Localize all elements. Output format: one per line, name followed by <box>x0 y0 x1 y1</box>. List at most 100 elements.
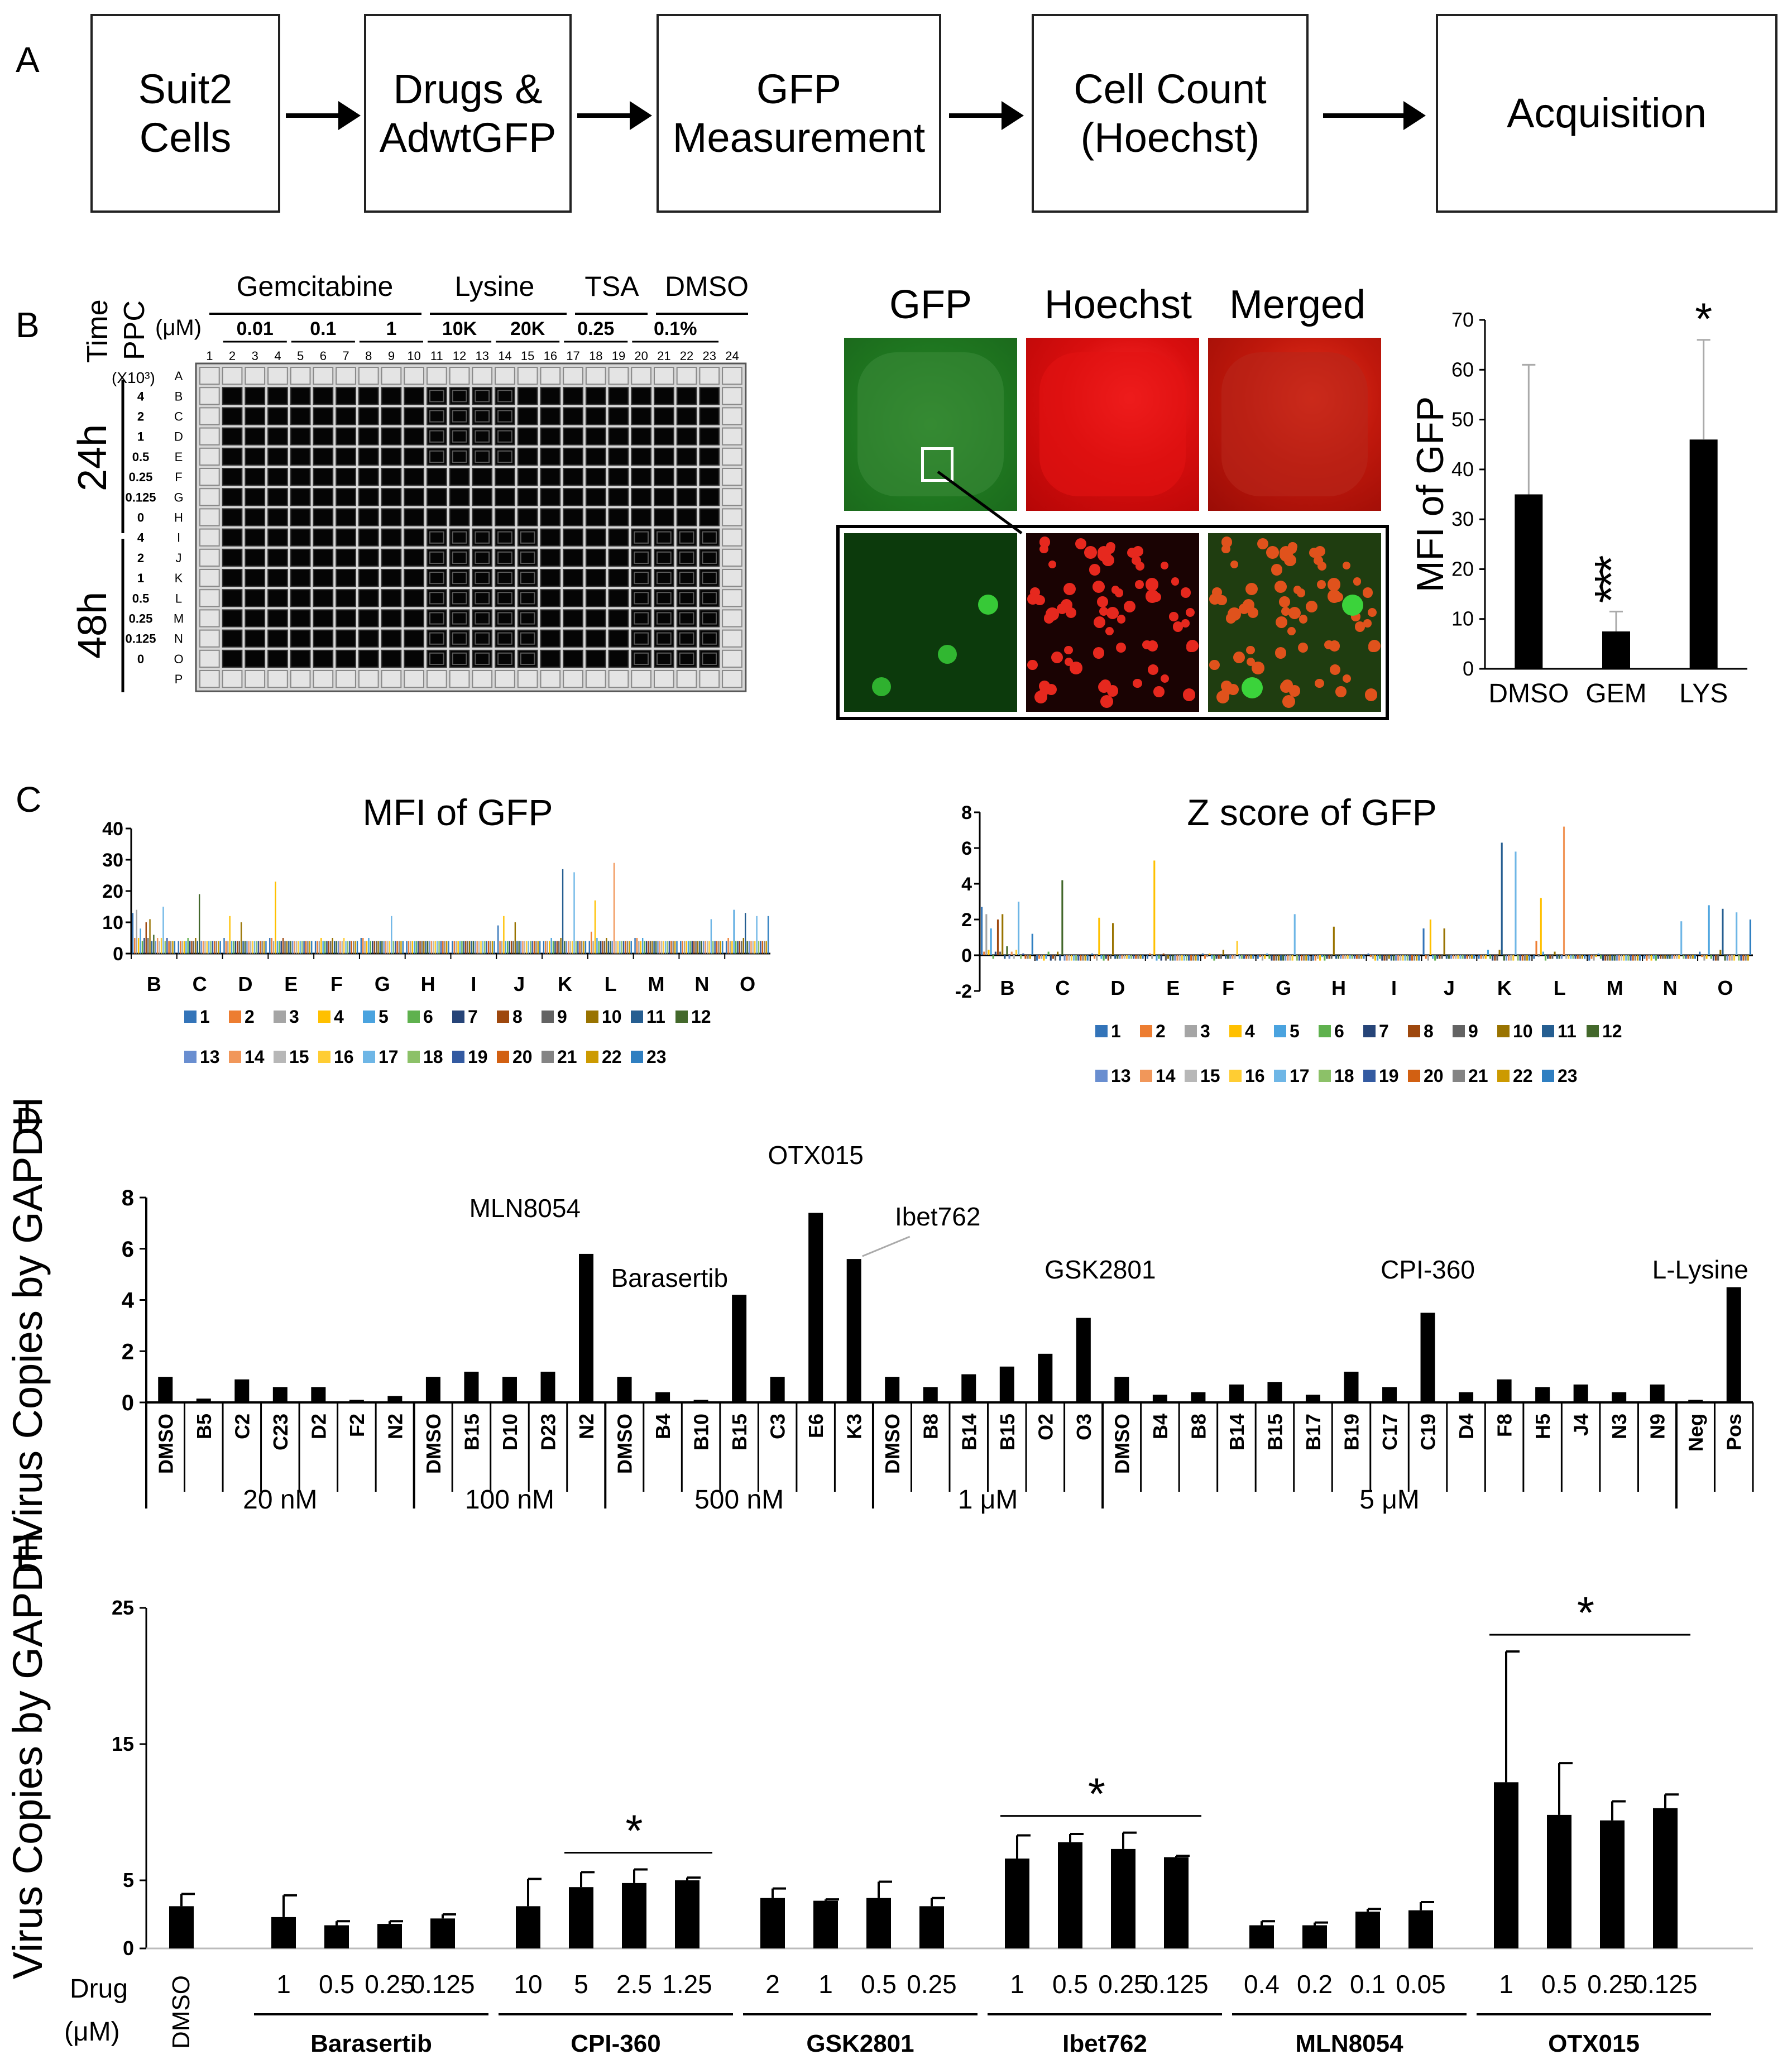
c-bar <box>240 922 242 954</box>
plate-well <box>517 387 538 405</box>
c-bar <box>1020 955 1022 959</box>
plate-well <box>358 548 379 567</box>
c-bar <box>360 938 362 954</box>
c-bar <box>659 941 661 954</box>
e-conc-label: 0.5 <box>319 1970 354 1999</box>
c-bar <box>333 941 336 954</box>
c-bar <box>1162 953 1165 955</box>
plate-well <box>427 670 447 688</box>
c-bar <box>1609 955 1611 961</box>
d-category-label: B14 <box>957 1414 980 1450</box>
c-bar <box>337 941 339 954</box>
e-y-tick-label: 0 <box>123 1937 134 1960</box>
d-category-label: Neg <box>1684 1414 1707 1452</box>
c-bar <box>619 941 621 954</box>
c-bar <box>1273 955 1275 961</box>
c-bar <box>613 863 615 954</box>
c-legend-swatch <box>1587 1025 1599 1037</box>
c-bar <box>1330 955 1333 959</box>
c-bar <box>1045 955 1047 959</box>
d-category-label: B19 <box>1340 1414 1363 1450</box>
c-bar <box>727 938 729 954</box>
e-y-axis-label: Virus Copies by GAPDH <box>4 1533 51 1980</box>
d-bar <box>464 1371 479 1402</box>
plate-well <box>290 367 311 385</box>
c-bar <box>366 941 368 954</box>
plate-well <box>404 387 424 405</box>
flow-box-drugs: Drugs & AdwtGFP <box>364 14 572 213</box>
c-bar <box>739 941 741 954</box>
c-legend-label: 17 <box>1290 1066 1310 1086</box>
c-category-label: M <box>1607 976 1623 999</box>
plate-well-signal <box>429 450 444 463</box>
c-category-label: I <box>471 973 476 995</box>
plate-well-signal <box>657 572 672 585</box>
plate-row-label: D <box>174 430 183 444</box>
c-bar <box>1714 955 1717 961</box>
e-bar <box>1547 1814 1571 1948</box>
c-bar <box>1429 920 1431 955</box>
plate-column-label: 15 <box>521 349 534 363</box>
c-bar <box>280 941 282 954</box>
plate-well-signal <box>497 430 512 443</box>
c-bar <box>415 941 417 954</box>
c-bar <box>1105 955 1107 959</box>
c-bar <box>1347 955 1349 959</box>
e-conc-label: 0.25 <box>1587 1970 1637 1999</box>
plate-well <box>585 387 606 405</box>
e-conc-label: 2.5 <box>616 1970 652 1999</box>
c-bar <box>417 941 419 954</box>
c-category-label: G <box>375 973 390 995</box>
c-bar <box>1494 955 1496 961</box>
plate-well <box>245 367 266 385</box>
c-bar <box>478 941 480 954</box>
c-bar <box>398 941 400 954</box>
merged-nucleus <box>1209 659 1220 671</box>
d-annotation: CPI-360 <box>1381 1255 1475 1284</box>
e-conc-label: 0.2 <box>1297 1970 1333 1999</box>
c-bar <box>1324 955 1326 961</box>
plate-column-label: 8 <box>365 349 372 363</box>
c-bar <box>1613 955 1616 961</box>
e-conc-label: 0.4 <box>1244 1970 1280 1999</box>
c-bar <box>1098 917 1100 955</box>
c-bar <box>429 941 430 954</box>
plate-well <box>199 407 220 425</box>
drug-group-lysine: Lysine <box>455 271 535 302</box>
e-y-tick-label: 15 <box>112 1732 134 1755</box>
c-bar <box>246 941 248 954</box>
plate-well <box>676 367 697 385</box>
c-bar <box>1063 955 1066 961</box>
plate-well <box>449 670 470 688</box>
plate-row-label: N <box>174 632 183 646</box>
c-bar <box>265 941 267 954</box>
c-bar <box>756 916 758 954</box>
plate-well <box>381 468 402 486</box>
b-y-tick-label: 40 <box>1451 458 1474 481</box>
plate-well <box>427 508 447 526</box>
c-bar <box>1445 955 1448 959</box>
c-bar <box>1377 955 1379 961</box>
plate-well <box>608 407 629 425</box>
c-bar <box>170 941 172 954</box>
plate-well <box>631 387 652 405</box>
um-label: (μM) <box>155 315 202 340</box>
c-legend-swatch <box>1095 1025 1108 1037</box>
c-y-tick-label: 0 <box>961 945 972 966</box>
e-bar <box>169 1906 194 1948</box>
c-bar <box>1537 955 1540 957</box>
plate-ppc-label: 0 <box>137 511 144 525</box>
plate-well <box>654 488 674 506</box>
c-bar <box>343 938 345 954</box>
c-bar <box>1434 955 1436 961</box>
c-bar <box>667 941 668 954</box>
hoechst-nucleus <box>1098 681 1110 693</box>
c-bar <box>1018 902 1020 955</box>
plate-ppc-label: 2 <box>137 410 144 424</box>
c-bar <box>354 941 356 954</box>
c-bar <box>1218 955 1220 959</box>
plate-well <box>631 427 652 446</box>
c-legend-label: 14 <box>1156 1066 1176 1086</box>
e-conc-label: 0.1 <box>1350 1970 1386 1999</box>
c-bar <box>1266 953 1268 955</box>
